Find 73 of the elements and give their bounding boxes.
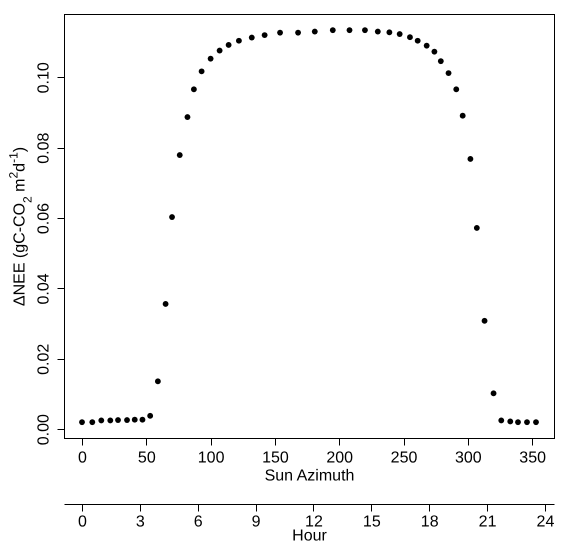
point [190,86,197,92]
x-tick-label: 350 [519,450,546,466]
point [507,418,514,424]
x2-tick-label: 6 [194,514,203,530]
x2-tick-label: 24 [536,514,554,530]
x2-tick-label: 3 [136,514,145,530]
x2-axis-title: Hour [292,528,328,544]
x-tick-label: 0 [78,450,88,466]
point [98,417,104,424]
x2-tick-label: 0 [78,514,87,530]
point [474,225,480,231]
point [524,419,530,426]
x2-tick-label: 15 [362,514,381,530]
x-tick-label: 50 [138,450,156,466]
y-tick-label: 0.10 [36,62,52,94]
x-tick-label: 300 [454,450,482,466]
x-tick-label: 100 [198,450,225,466]
point [236,38,242,44]
point [208,56,214,62]
point [140,416,146,423]
point [169,214,175,220]
point [460,112,466,119]
point [162,301,169,307]
point [374,28,381,35]
x-tick-label: 150 [262,450,289,466]
point [431,48,438,55]
point [515,419,521,426]
point [277,30,283,36]
x-axis-title: Sun Azimuth [264,468,354,484]
x2-tick-label: 21 [478,514,497,530]
point [79,419,85,426]
point [414,38,421,44]
point [124,417,130,423]
point [467,156,474,162]
x2-tick-label: 9 [252,514,261,530]
point [107,417,114,424]
point [312,28,318,35]
point [89,419,96,426]
point [226,42,232,48]
point [453,86,460,92]
point [386,29,392,36]
point [438,58,444,64]
point [498,417,504,424]
point [248,34,255,40]
y-tick-label: 0.00 [36,414,52,446]
point [482,318,488,324]
point [132,416,138,423]
point [147,412,154,419]
x-tick-label: 250 [390,450,418,466]
point [184,114,190,120]
point [346,27,352,34]
point [330,27,336,34]
point [396,31,403,37]
point [262,32,268,38]
point [154,378,161,384]
x-tick-label: 200 [326,450,354,466]
y-tick-label: 0.06 [36,202,52,234]
point [424,42,430,49]
point [176,152,183,158]
point [115,417,121,423]
point [407,34,413,40]
point [362,27,368,34]
x2-tick-label: 12 [305,514,323,530]
point [216,48,223,54]
y-tick-label: 0.02 [36,344,52,375]
point [198,68,205,74]
x2-tick-label: 18 [420,514,439,530]
point [490,390,496,396]
point [446,70,452,76]
y-tick-label: 0.04 [36,273,52,305]
point [533,419,539,426]
y-tick-label: 0.08 [36,132,52,164]
point [295,30,301,36]
